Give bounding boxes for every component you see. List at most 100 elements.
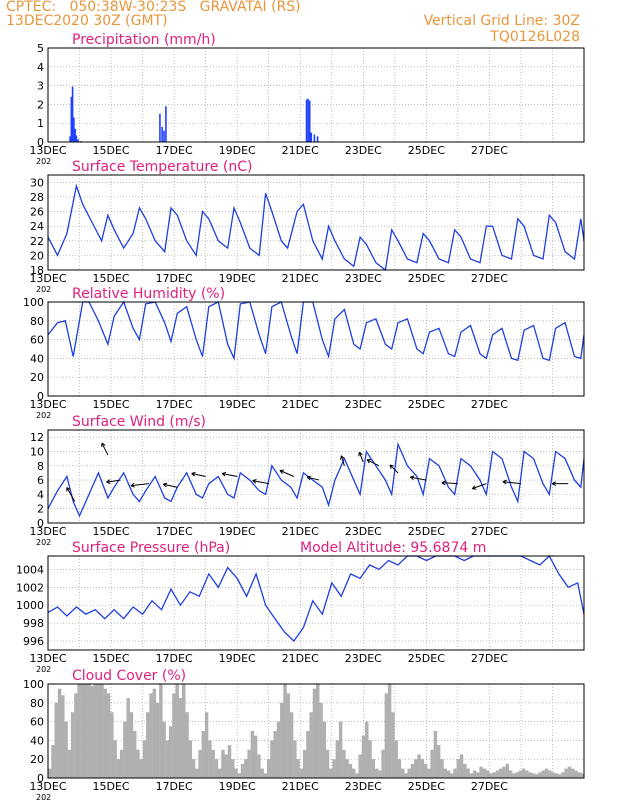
precip-bar xyxy=(159,113,161,142)
temp-frame xyxy=(47,174,585,271)
y-tick-label: 20 xyxy=(30,371,44,384)
cloud-bar xyxy=(286,693,291,778)
cloud-bar xyxy=(374,768,379,778)
precip-bar xyxy=(69,136,71,142)
y-tick-label: 80 xyxy=(30,315,44,328)
cloud-bar xyxy=(518,770,523,778)
cloud-bar xyxy=(329,768,333,778)
cloud-bar xyxy=(77,684,81,778)
x-tick-label: 17DEC xyxy=(156,272,193,285)
y-tick-label: 0 xyxy=(37,390,44,403)
cloud-bar xyxy=(570,768,575,778)
precip-bar xyxy=(308,100,311,142)
cloud-bar xyxy=(253,735,258,778)
cloud-bar xyxy=(97,684,101,778)
cloud-bar xyxy=(381,749,385,778)
cloud-bar xyxy=(159,684,163,778)
x-tick-label: 27DEC xyxy=(471,652,508,665)
y-tick-label: 4 xyxy=(37,61,44,74)
x-year-fragment: 202 xyxy=(36,793,51,800)
cloud-bar xyxy=(51,745,55,778)
x-tick-label: 25DEC xyxy=(408,398,445,411)
cloud-bar xyxy=(198,749,202,778)
cloud-bar xyxy=(368,740,372,778)
wind-arrow xyxy=(410,476,427,481)
cloud-bar xyxy=(195,768,199,778)
cloud-bar xyxy=(201,731,206,778)
y-tick-label: 0 xyxy=(37,772,44,785)
x-tick-label: 25DEC xyxy=(408,272,445,285)
cloud-bar xyxy=(420,759,425,778)
x-tick-label: 23DEC xyxy=(345,398,382,411)
precip-title: Precipitation (mm/h) xyxy=(72,32,216,48)
y-tick-label: 1004 xyxy=(16,563,44,576)
x-tick-label: 27DEC xyxy=(471,780,508,793)
cloud-bar xyxy=(142,740,147,778)
wind-arrow xyxy=(366,459,380,467)
cloud-bar xyxy=(557,774,562,778)
cloud-bar xyxy=(443,768,447,778)
cloud-bar xyxy=(476,772,480,778)
cloud-bar xyxy=(175,684,179,778)
cloud-bar xyxy=(214,759,219,778)
wind-arrow xyxy=(222,473,238,477)
cloud-bar xyxy=(289,712,294,778)
pressure-title: Surface Pressure (hPa) xyxy=(72,540,230,556)
x-tick-label: 15DEC xyxy=(93,398,130,411)
precip-bar xyxy=(305,99,308,142)
cloud-bar xyxy=(273,731,277,778)
cloud-bar xyxy=(129,712,134,778)
cloud-bar xyxy=(391,712,395,778)
y-tick-label: 40 xyxy=(30,734,44,747)
cloud-bar xyxy=(93,684,98,778)
cloud-bar xyxy=(237,773,242,778)
wind-arrowhead xyxy=(410,475,415,480)
y-tick-label: 4 xyxy=(37,488,44,501)
wind-arrowhead xyxy=(106,479,111,484)
cloud-bar xyxy=(106,693,111,778)
cloud-bar xyxy=(544,768,549,778)
cloud-bar xyxy=(165,740,170,778)
x-year-fragment: 202 xyxy=(36,285,51,294)
cloud-bar xyxy=(456,759,461,778)
x-tick-label: 17DEC xyxy=(156,780,193,793)
y-tick-label: 1000 xyxy=(16,599,44,612)
cloud-bar xyxy=(250,731,255,778)
cloud-bar xyxy=(342,749,346,778)
temp-series-line xyxy=(47,183,585,272)
x-tick-label: 15DEC xyxy=(93,780,130,793)
cloud-bar xyxy=(397,759,402,778)
x-tick-label: 27DEC xyxy=(471,398,508,411)
x-tick-label: 19DEC xyxy=(219,525,256,538)
y-tick-label: 3 xyxy=(37,80,44,93)
wind-arrowhead xyxy=(66,487,71,492)
x-year-fragment: 202 xyxy=(36,538,51,547)
wind-arrowhead xyxy=(551,481,556,487)
cloud-bar xyxy=(348,763,353,778)
wind-arrowhead xyxy=(389,464,394,469)
y-tick-label: 0 xyxy=(37,517,44,530)
y-tick-label: 24 xyxy=(30,220,44,233)
cloud-bar xyxy=(335,740,340,778)
cloud-bar xyxy=(394,740,398,778)
cloud-bar xyxy=(505,763,510,778)
x-year-fragment: 202 xyxy=(36,157,51,166)
cloud-bar xyxy=(325,749,330,778)
wind-arrow xyxy=(389,464,399,474)
x-tick-label: 13DEC xyxy=(29,144,66,157)
cloud-bar xyxy=(479,766,483,778)
cloud-bar xyxy=(485,770,490,778)
header-location: CPTEC: 050:38W-30:23S GRAVATAI (RS) xyxy=(6,0,301,15)
x-tick-label: 13DEC xyxy=(29,398,66,411)
precip-bar xyxy=(71,86,74,142)
cloud-bar xyxy=(280,702,284,778)
cloud-bar xyxy=(123,721,127,778)
cloud-bar xyxy=(299,768,304,778)
wind-title: Surface Wind (m/s) xyxy=(72,414,206,430)
cloud-bar xyxy=(149,693,153,778)
cloud-bar xyxy=(48,768,52,778)
cloud-bar xyxy=(407,768,411,778)
wind-arrowhead xyxy=(366,459,372,464)
